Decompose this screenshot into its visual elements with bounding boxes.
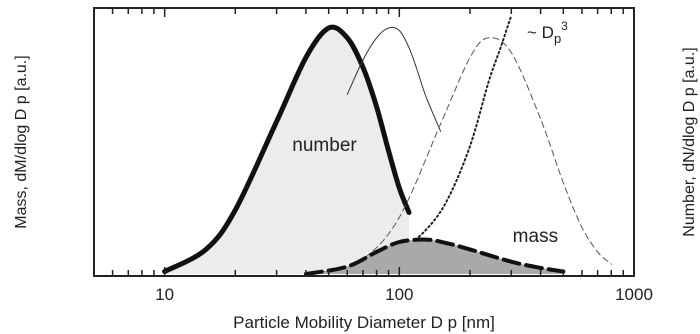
series-number-area [164, 27, 409, 274]
series-number-line [162, 24, 412, 274]
series-mass-line [303, 237, 566, 276]
x-axis-label: Particle Mobility Diameter D p [nm] [233, 313, 495, 332]
chart-marks [162, 14, 612, 276]
series-mass-area [305, 239, 564, 274]
x-tick-label: 10 [155, 285, 174, 304]
annotation-dp3: ~ Dp3 [527, 19, 568, 46]
plot-frame [93, 7, 635, 277]
axis-ticks [93, 8, 635, 276]
y-axis-label-right: Number, dN/dlog D p [a.u.] [681, 47, 698, 236]
x-tick-labels: 10 100 1000 [155, 285, 653, 304]
y-axis-label-left: Mass, dM/dlog D p [a.u.] [13, 55, 30, 228]
series-number-peak-line [346, 26, 442, 132]
annotation-mass: mass [513, 226, 558, 247]
x-tick-label: 100 [385, 285, 413, 304]
x-tick-label: 1000 [615, 285, 653, 304]
annotation-number: number [292, 135, 357, 156]
series-dashed-line [328, 37, 612, 272]
